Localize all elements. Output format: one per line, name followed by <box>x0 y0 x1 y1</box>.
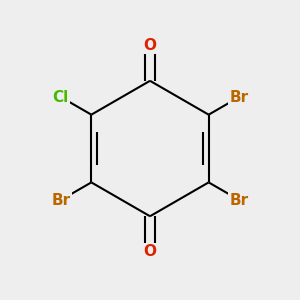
Text: O: O <box>143 244 157 259</box>
Text: O: O <box>143 38 157 53</box>
Text: Cl: Cl <box>52 89 69 104</box>
Text: Br: Br <box>51 193 70 208</box>
Text: Br: Br <box>230 193 249 208</box>
Text: Br: Br <box>230 89 249 104</box>
